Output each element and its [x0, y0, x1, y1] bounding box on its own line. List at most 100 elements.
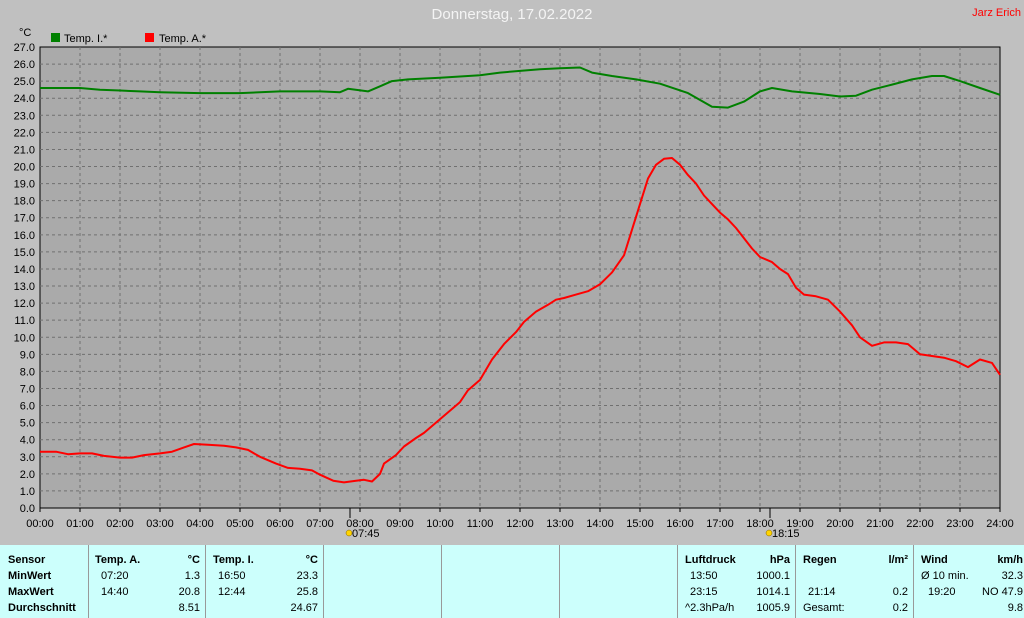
temp-i-min-time: 16:50	[218, 570, 246, 582]
x-tick-label: 19:00	[786, 518, 814, 530]
chart-title: Donnerstag, 17.02.2022	[431, 6, 593, 23]
x-tick-label: 17:00	[706, 518, 734, 530]
summary-table: Sensor MinWert MaxWert Durchschnitt Temp…	[0, 545, 1024, 618]
x-tick-label: 06:00	[266, 518, 294, 530]
y-tick-label: 20.0	[14, 162, 35, 174]
legend-label-temp-i: Temp. I.*	[64, 33, 108, 45]
temp-i-unit: °C	[305, 554, 318, 566]
y-tick-label: 21.0	[14, 144, 35, 156]
temp-a-column: Temp. A. °C 07:20 1.3 14:40 20.8 8.51	[88, 545, 206, 618]
x-tick-label: 24:00	[986, 518, 1014, 530]
wind-avg-value: 32.3	[1001, 570, 1023, 582]
temp-i-min-value: 23.3	[296, 570, 318, 582]
wind-third-value: 9.8	[1007, 602, 1023, 614]
wind-unit: km/h	[997, 554, 1023, 566]
luftdruck-column: Luftdruck hPa 13:50 1000.1 23:15 1014.1 …	[677, 545, 796, 618]
x-tick-label: 10:00	[426, 518, 454, 530]
x-tick-label: 09:00	[386, 518, 414, 530]
row-label-avg: Durchschnitt	[8, 602, 76, 614]
regen-column: Regen l/m² 21:14 0.2 Gesamt: 0.2	[795, 545, 914, 618]
temp-a-max-time: 14:40	[101, 586, 129, 598]
x-tick-label: 23:00	[946, 518, 974, 530]
x-tick-label: 18:00	[746, 518, 774, 530]
x-tick-label: 11:00	[467, 518, 494, 530]
y-tick-label: 5.0	[20, 418, 35, 430]
temp-a-max-value: 20.8	[178, 586, 200, 598]
temp-a-avg-value: 8.51	[178, 602, 200, 614]
temp-a-unit: °C	[187, 554, 200, 566]
wind-avg-label: Ø 10 min.	[921, 570, 969, 582]
luftdruck-avg-value: 1005.9	[756, 602, 790, 614]
x-tick-label: 08:00	[346, 518, 374, 530]
x-tick-label: 05:00	[226, 518, 254, 530]
luftdruck-max-time: 23:15	[690, 586, 718, 598]
wind-max-value: NO 47.9	[982, 586, 1023, 598]
y-tick-label: 7.0	[20, 383, 35, 395]
legend: Temp. I.* Temp. A.*	[51, 33, 207, 45]
sunset-icon	[765, 529, 773, 537]
x-tick-label: 12:00	[506, 518, 534, 530]
x-tick-label: 03:00	[146, 518, 174, 530]
sunrise-icon	[345, 529, 353, 537]
y-axis: 0.0 1.0 2.0 3.0 4.0 5.0 6.0 7.0 8.0 9.0 10.0 11.0 12…	[14, 42, 35, 515]
y-tick-label: 10.0	[14, 332, 35, 344]
y-tick-label: 9.0	[20, 349, 35, 361]
x-tick-label: 15:00	[626, 518, 654, 530]
y-tick-label: 17.0	[14, 213, 35, 225]
empty-column-1	[323, 545, 442, 618]
x-tick-label: 16:00	[666, 518, 694, 530]
temp-i-avg-value: 24.67	[290, 602, 318, 614]
luftdruck-header: Luftdruck	[685, 554, 736, 566]
temperature-chart: 0.0 1.0 2.0 3.0 4.0 5.0 6.0 7.0 8.0 9.0 10.0 11.0 12…	[14, 27, 1014, 540]
y-tick-label: 12.0	[14, 298, 35, 310]
temp-i-column: Temp. I. °C 16:50 23.3 12:44 25.8 24.67	[205, 545, 324, 618]
regen-max-time: 21:14	[808, 586, 836, 598]
wind-header: Wind	[921, 554, 948, 566]
y-tick-label: 8.0	[20, 366, 35, 378]
luftdruck-unit: hPa	[769, 554, 790, 566]
wind-column: Wind km/h Ø 10 min. 32.3 19:20 NO 47.9 9…	[913, 545, 1024, 618]
y-tick-label: 16.0	[14, 230, 35, 242]
sensor-column: Sensor MinWert MaxWert Durchschnitt	[0, 545, 88, 618]
x-tick-label: 22:00	[906, 518, 934, 530]
temp-a-header: Temp. A.	[95, 554, 141, 566]
x-tick-label: 07:00	[306, 518, 334, 530]
legend-label-temp-a: Temp. A.*	[159, 33, 207, 45]
legend-swatch-temp-i	[51, 33, 60, 42]
temp-a-min-value: 1.3	[184, 570, 200, 582]
x-axis: 00:00 01:00 02:00 03:00 04:00 05:00 06:00 07:00…	[26, 508, 1014, 530]
empty-column-2	[441, 545, 560, 618]
luftdruck-min-value: 1000.1	[756, 570, 790, 582]
regen-header: Regen	[803, 554, 837, 566]
temp-i-max-value: 25.8	[296, 586, 318, 598]
y-tick-label: 3.0	[20, 452, 35, 464]
y-tick-label: 22.0	[14, 127, 35, 139]
luftdruck-max-value: 1014.1	[756, 586, 790, 598]
sun-marker-label: 18:15	[772, 528, 800, 540]
empty-column-3	[559, 545, 678, 618]
luftdruck-trend: ^2.3hPa/h	[685, 602, 735, 614]
author-label: Jarz Erich	[972, 7, 1021, 19]
sun-marker-label: 07:45	[352, 528, 380, 540]
row-label-min: MinWert	[8, 570, 52, 582]
y-tick-label: 4.0	[20, 435, 35, 447]
sensor-header: Sensor	[8, 554, 46, 566]
x-tick-label: 02:00	[106, 518, 134, 530]
y-tick-label: 19.0	[14, 179, 35, 191]
regen-unit: l/m²	[888, 554, 908, 566]
x-tick-label: 20:00	[826, 518, 854, 530]
sun-markers: 07:45 18:15	[345, 508, 800, 540]
x-tick-label: 14:00	[586, 518, 614, 530]
wind-max-time: 19:20	[928, 586, 956, 598]
x-tick-label: 01:00	[66, 518, 94, 530]
y-tick-label: 26.0	[14, 59, 35, 71]
series-line-temp-a	[40, 157, 1001, 484]
y-tick-label: 24.0	[14, 93, 35, 105]
x-tick-label: 13:00	[546, 518, 574, 530]
regen-total-value: 0.2	[892, 602, 908, 614]
y-tick-label: 6.0	[20, 401, 35, 413]
row-label-max: MaxWert	[8, 586, 54, 598]
y-unit-label: °C	[19, 27, 31, 39]
y-tick-label: 25.0	[14, 76, 35, 88]
temp-i-header: Temp. I.	[213, 554, 254, 566]
